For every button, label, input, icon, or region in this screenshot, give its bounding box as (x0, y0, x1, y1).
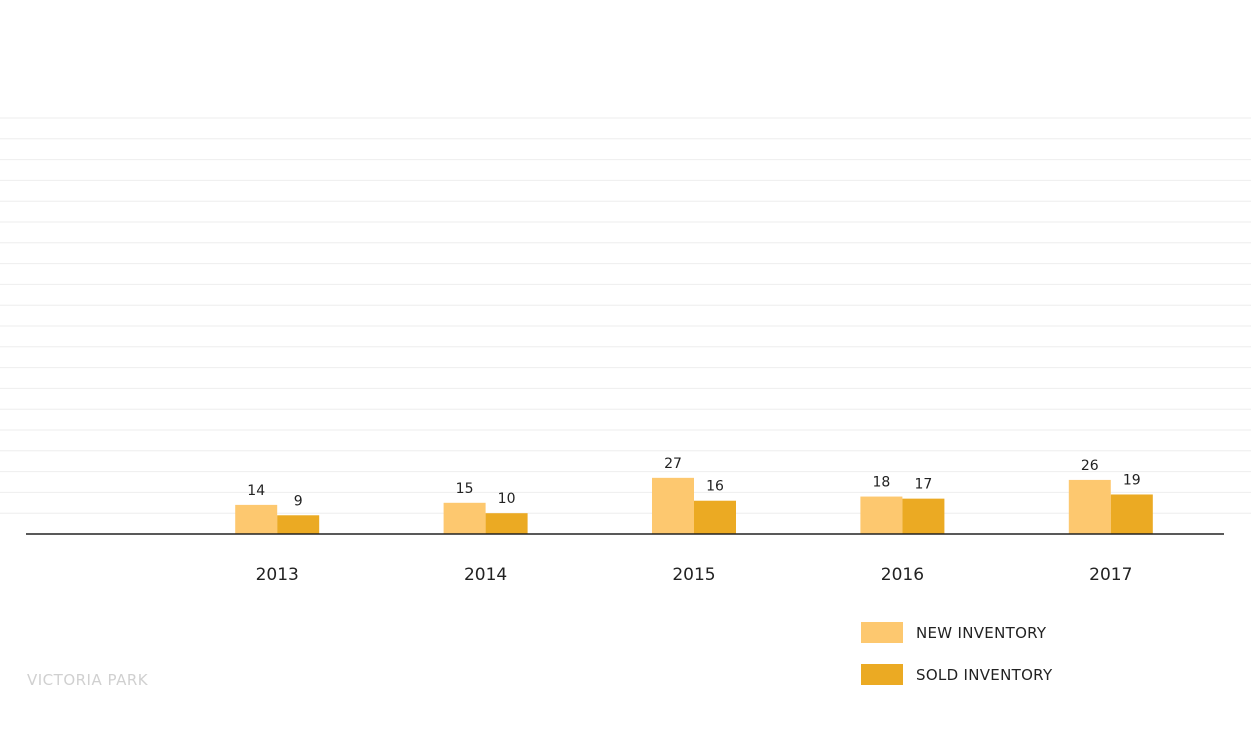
bar-new-2016 (860, 496, 903, 534)
value-label-new-2016: 18 (872, 475, 890, 491)
legend-swatch-sold (861, 664, 903, 685)
x-tick-label-2016: 2016 (881, 565, 924, 585)
value-label-new-2014: 15 (456, 481, 474, 497)
bar-new-2013 (235, 504, 278, 534)
bar-sold-2014 (485, 513, 528, 534)
value-label-new-2017: 26 (1081, 458, 1099, 474)
legend-label-new: NEW INVENTORY (916, 623, 1047, 642)
value-label-sold-2014: 10 (498, 491, 516, 507)
x-tick-label-2014: 2014 (464, 565, 507, 585)
x-tick-label-2013: 2013 (256, 565, 299, 585)
value-label-sold-2015: 16 (706, 479, 724, 495)
bar-sold-2015 (694, 500, 736, 534)
value-label-sold-2016: 17 (914, 477, 932, 493)
bar-new-2017 (1068, 479, 1111, 534)
value-label-sold-2017: 19 (1123, 472, 1141, 488)
bar-new-2015 (652, 477, 694, 534)
value-label-sold-2013: 9 (294, 493, 303, 509)
legend-item-new: NEW INVENTORY (861, 622, 1046, 643)
bar-new-2014 (443, 502, 486, 534)
bars (235, 477, 1153, 534)
x-tick-label-2017: 2017 (1089, 565, 1132, 585)
bar-sold-2017 (1110, 494, 1153, 534)
bar-sold-2016 (902, 498, 945, 534)
value-labels: 14 9 15 10 27 16 18 17 26 19 (247, 456, 1140, 509)
legend-swatch-new (861, 622, 903, 643)
bar-sold-2013 (277, 515, 320, 534)
x-tick-labels: 2013 2014 2015 2016 2017 (256, 565, 1133, 585)
value-label-new-2015: 27 (664, 456, 682, 472)
caption: VICTORIA PARK (27, 671, 149, 689)
gridlines (0, 117, 1251, 514)
legend-label-sold: SOLD INVENTORY (916, 665, 1053, 684)
x-tick-label-2015: 2015 (672, 565, 715, 585)
legend-item-sold: SOLD INVENTORY (861, 664, 1052, 685)
value-label-new-2013: 14 (247, 483, 265, 499)
